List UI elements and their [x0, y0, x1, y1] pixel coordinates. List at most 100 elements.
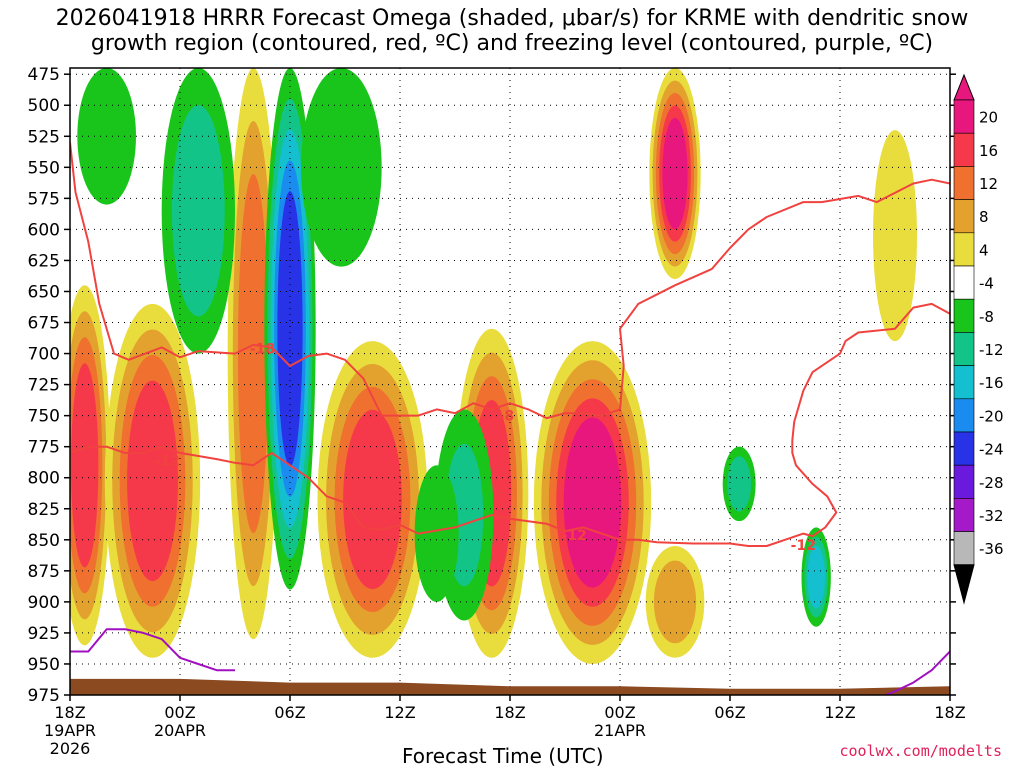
x-axis-title: Forecast Time (UTC): [402, 744, 604, 768]
colorbar-label-13: -36: [979, 540, 1004, 558]
terrain-fill: [70, 678, 950, 695]
colorbar-bin-10: [953, 431, 975, 466]
x-tick-label-12: 06Z: [274, 703, 305, 722]
ascent-core-8: [645, 546, 705, 658]
colorbar-label-3: 8: [979, 208, 989, 226]
contour-label-2: -12: [155, 453, 180, 469]
chart-title: 2026041918 HRRR Forecast Omega (shaded, …: [0, 6, 1024, 56]
descent-core-7: [801, 527, 831, 627]
descent-core-6-band--4: [414, 465, 459, 602]
ascent-core-9-band-4: [873, 130, 917, 342]
colorbar-bin-11: [953, 464, 975, 499]
terrain-surface: [70, 678, 950, 695]
ascent-core-3: [227, 68, 279, 640]
colorbar-label-6: -8: [979, 308, 994, 326]
x-tick-label-30: 00Z: [604, 703, 635, 722]
y-tick-label-900: 900: [28, 593, 60, 613]
title-line-1: 2026041918 HRRR Forecast Omega (shaded, …: [55, 6, 969, 31]
ascent-core-6: [533, 341, 652, 664]
descent-core-1: [264, 68, 316, 590]
descent-core-8-band--8: [727, 456, 752, 512]
ascent-core-2-band-16: [127, 380, 178, 582]
watermark: coolwx.com/modelts: [839, 742, 1002, 760]
ascent-core-3-band-12: [237, 174, 269, 534]
ascent-core-6-band-20: [563, 417, 622, 588]
y-tick-label-475: 475: [28, 65, 60, 85]
colorbar-label-11: -28: [979, 474, 1004, 492]
colorbar-bin-4: [953, 232, 975, 267]
ascent-core-2: [104, 303, 201, 658]
x-tick-label-48: 18Z: [934, 703, 965, 722]
descent-core-2-band--8: [171, 105, 225, 317]
colorbar-bin-3: [953, 199, 975, 234]
colorbar-label-4: 4: [979, 241, 989, 259]
y-tick-label-925: 925: [28, 624, 60, 644]
x-tick-label-24: 18Z: [494, 703, 525, 722]
contour-label-1: -8: [499, 409, 515, 425]
colorbar-bin-0: [953, 99, 975, 134]
freezing-level-line-2: [70, 628, 235, 672]
colorbar-label-2: 12: [979, 175, 998, 193]
colorbar-label-12: -32: [979, 507, 1004, 525]
descent-core-7-band--12: [807, 545, 825, 609]
y-tick-label-975: 975: [28, 686, 60, 706]
isotherm-line-1: [70, 302, 950, 547]
colorbar-top-arrow: [953, 73, 975, 101]
x-tick-sublabel-6-0: 20APR: [154, 721, 206, 740]
colorbar-bin-2: [953, 166, 975, 200]
colorbar-bin-12: [953, 498, 975, 532]
x-tick-sublabel-0-1: 2026: [50, 739, 91, 758]
x-tick-sublabel-0-0: 19APR: [44, 721, 96, 740]
ascent-core-9: [873, 130, 917, 342]
contour-label-0: -18: [250, 342, 275, 358]
descent-core-2: [161, 68, 235, 354]
y-tick-label-650: 650: [28, 282, 60, 302]
colorbar-bin-5: [953, 265, 975, 300]
x-tick-label-6: 00Z: [164, 703, 195, 722]
colorbar-label-9: -20: [979, 407, 1004, 425]
y-tick-label-675: 675: [28, 314, 60, 334]
y-axis: 475 500 525 550 575 600 625 650 675 700 725 750 775 8…: [28, 65, 956, 706]
colorbar-label-1: 16: [979, 142, 998, 160]
x-tick-label-0: 18Z: [54, 703, 85, 722]
y-tick-label-525: 525: [28, 127, 60, 147]
y-tick-label-700: 700: [28, 345, 60, 365]
descent-core-4: [301, 68, 382, 267]
colorbar-bin-8: [953, 365, 975, 400]
y-tick-label-600: 600: [28, 220, 60, 240]
ascent-core-1: [70, 285, 111, 646]
colorbar-bin-13: [953, 531, 975, 566]
y-tick-label-625: 625: [28, 251, 60, 271]
descent-core-1-band--20: [277, 191, 303, 467]
ascent-core-8-band-8: [653, 560, 697, 644]
descent-core-6: [414, 465, 459, 602]
colorbar-bin-9: [953, 398, 975, 433]
y-tick-label-775: 775: [28, 438, 60, 458]
colorbar-bin-6: [953, 298, 975, 333]
y-tick-label-575: 575: [28, 189, 60, 209]
y-tick-label-750: 750: [28, 407, 60, 427]
isotherm-line-0: [70, 142, 950, 420]
contour-label-3: -12: [562, 528, 587, 544]
x-tick-label-36: 06Z: [714, 703, 745, 722]
ascent-core-1-band-16: [70, 363, 99, 568]
y-tick-label-725: 725: [28, 376, 60, 396]
x-tick-label-18: 12Z: [384, 703, 415, 722]
x-tick-label-42: 12Z: [824, 703, 855, 722]
colorbar-bin-7: [953, 332, 975, 366]
y-tick-label-850: 850: [28, 531, 60, 551]
colorbar-label-0: 20: [979, 109, 998, 127]
colorbar-bin-1: [953, 132, 975, 167]
colorbar-label-10: -24: [979, 441, 1004, 459]
colorbar-label-7: -12: [979, 341, 1004, 359]
freezing-level-line-3: [885, 650, 950, 695]
x-tick-sublabel-30-0: 21APR: [594, 721, 646, 740]
y-tick-label-550: 550: [28, 158, 60, 178]
colorbar: 20 16 12 8 4 -4 -8 -12 -16 -20 -24 -28 -32 -36: [953, 73, 1004, 605]
y-tick-label-875: 875: [28, 562, 60, 582]
ascent-core-7-band-20: [662, 117, 688, 230]
contour-labels: -18 -8 -12 -12 -12: [155, 342, 816, 554]
ascent-core-4-band-16: [343, 409, 402, 590]
